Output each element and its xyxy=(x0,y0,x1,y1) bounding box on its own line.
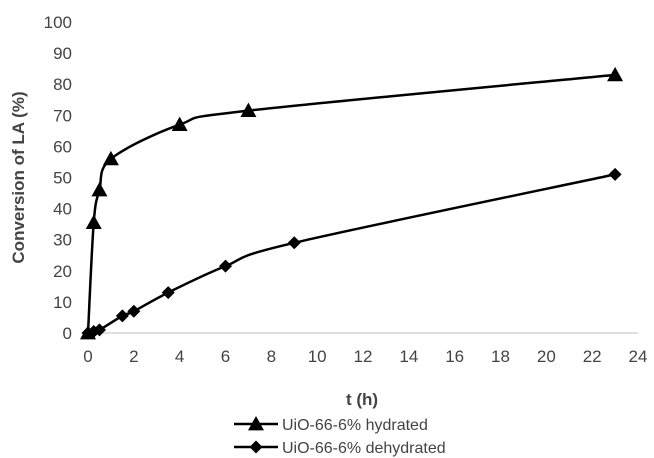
y-axis-title: Conversion of LA (%) xyxy=(9,91,28,263)
legend: UiO-66-6% hydrated UiO-66-6% dehydrated xyxy=(234,416,446,457)
y-tick-label: 60 xyxy=(53,137,72,156)
legend-label-1: UiO-66-6% dehydrated xyxy=(282,440,446,457)
data-point-series-1 xyxy=(161,286,175,300)
series-line-1 xyxy=(87,173,616,335)
legend-label-0: UiO-66-6% hydrated xyxy=(282,417,428,434)
y-tick-label: 0 xyxy=(63,324,72,343)
y-tick-label: 40 xyxy=(53,200,72,219)
x-tick-label: 12 xyxy=(354,347,373,366)
y-tick-label: 20 xyxy=(53,262,72,281)
legend-marker-1 xyxy=(249,440,263,454)
data-point-series-0 xyxy=(91,181,108,197)
x-tick-label: 18 xyxy=(491,347,510,366)
x-tick-label: 0 xyxy=(83,347,92,366)
data-point-series-1 xyxy=(92,323,106,337)
x-axis-title: t (h) xyxy=(346,390,378,409)
x-tick-label: 8 xyxy=(267,347,276,366)
data-point-series-0 xyxy=(607,66,624,82)
x-tick-label: 16 xyxy=(445,347,464,366)
x-tick-label: 4 xyxy=(175,347,184,366)
data-point-series-1 xyxy=(219,259,232,273)
data-point-series-1 xyxy=(287,236,301,250)
y-tick-label: 70 xyxy=(53,106,72,125)
x-tick-label: 20 xyxy=(537,347,556,366)
x-tick-label: 2 xyxy=(129,347,138,366)
y-tick-label: 30 xyxy=(53,231,72,250)
series-layer xyxy=(80,66,624,340)
data-point-series-1 xyxy=(115,309,129,323)
legend-marker-0 xyxy=(248,416,264,431)
y-tick-label: 90 xyxy=(53,44,72,63)
data-point-series-0 xyxy=(102,150,119,166)
x-tick-label: 24 xyxy=(629,347,648,366)
y-tick-label: 10 xyxy=(53,293,72,312)
y-axis-ticks: 0 10 20 30 40 50 60 70 80 90 100 xyxy=(44,13,72,343)
y-tick-label: 80 xyxy=(53,75,72,94)
x-tick-label: 6 xyxy=(221,347,230,366)
data-point-series-1 xyxy=(127,304,141,318)
x-axis-ticks: 0 2 4 6 8 10 12 14 16 18 20 22 24 xyxy=(83,347,647,366)
data-point-series-0 xyxy=(171,116,188,132)
x-tick-label: 10 xyxy=(308,347,327,366)
y-tick-label: 50 xyxy=(53,169,72,188)
data-point-series-1 xyxy=(608,167,622,181)
data-point-series-0 xyxy=(85,214,102,229)
x-tick-label: 22 xyxy=(583,347,602,366)
x-tick-label: 14 xyxy=(399,347,418,366)
data-point-series-0 xyxy=(240,102,257,118)
y-tick-label: 100 xyxy=(44,13,72,32)
